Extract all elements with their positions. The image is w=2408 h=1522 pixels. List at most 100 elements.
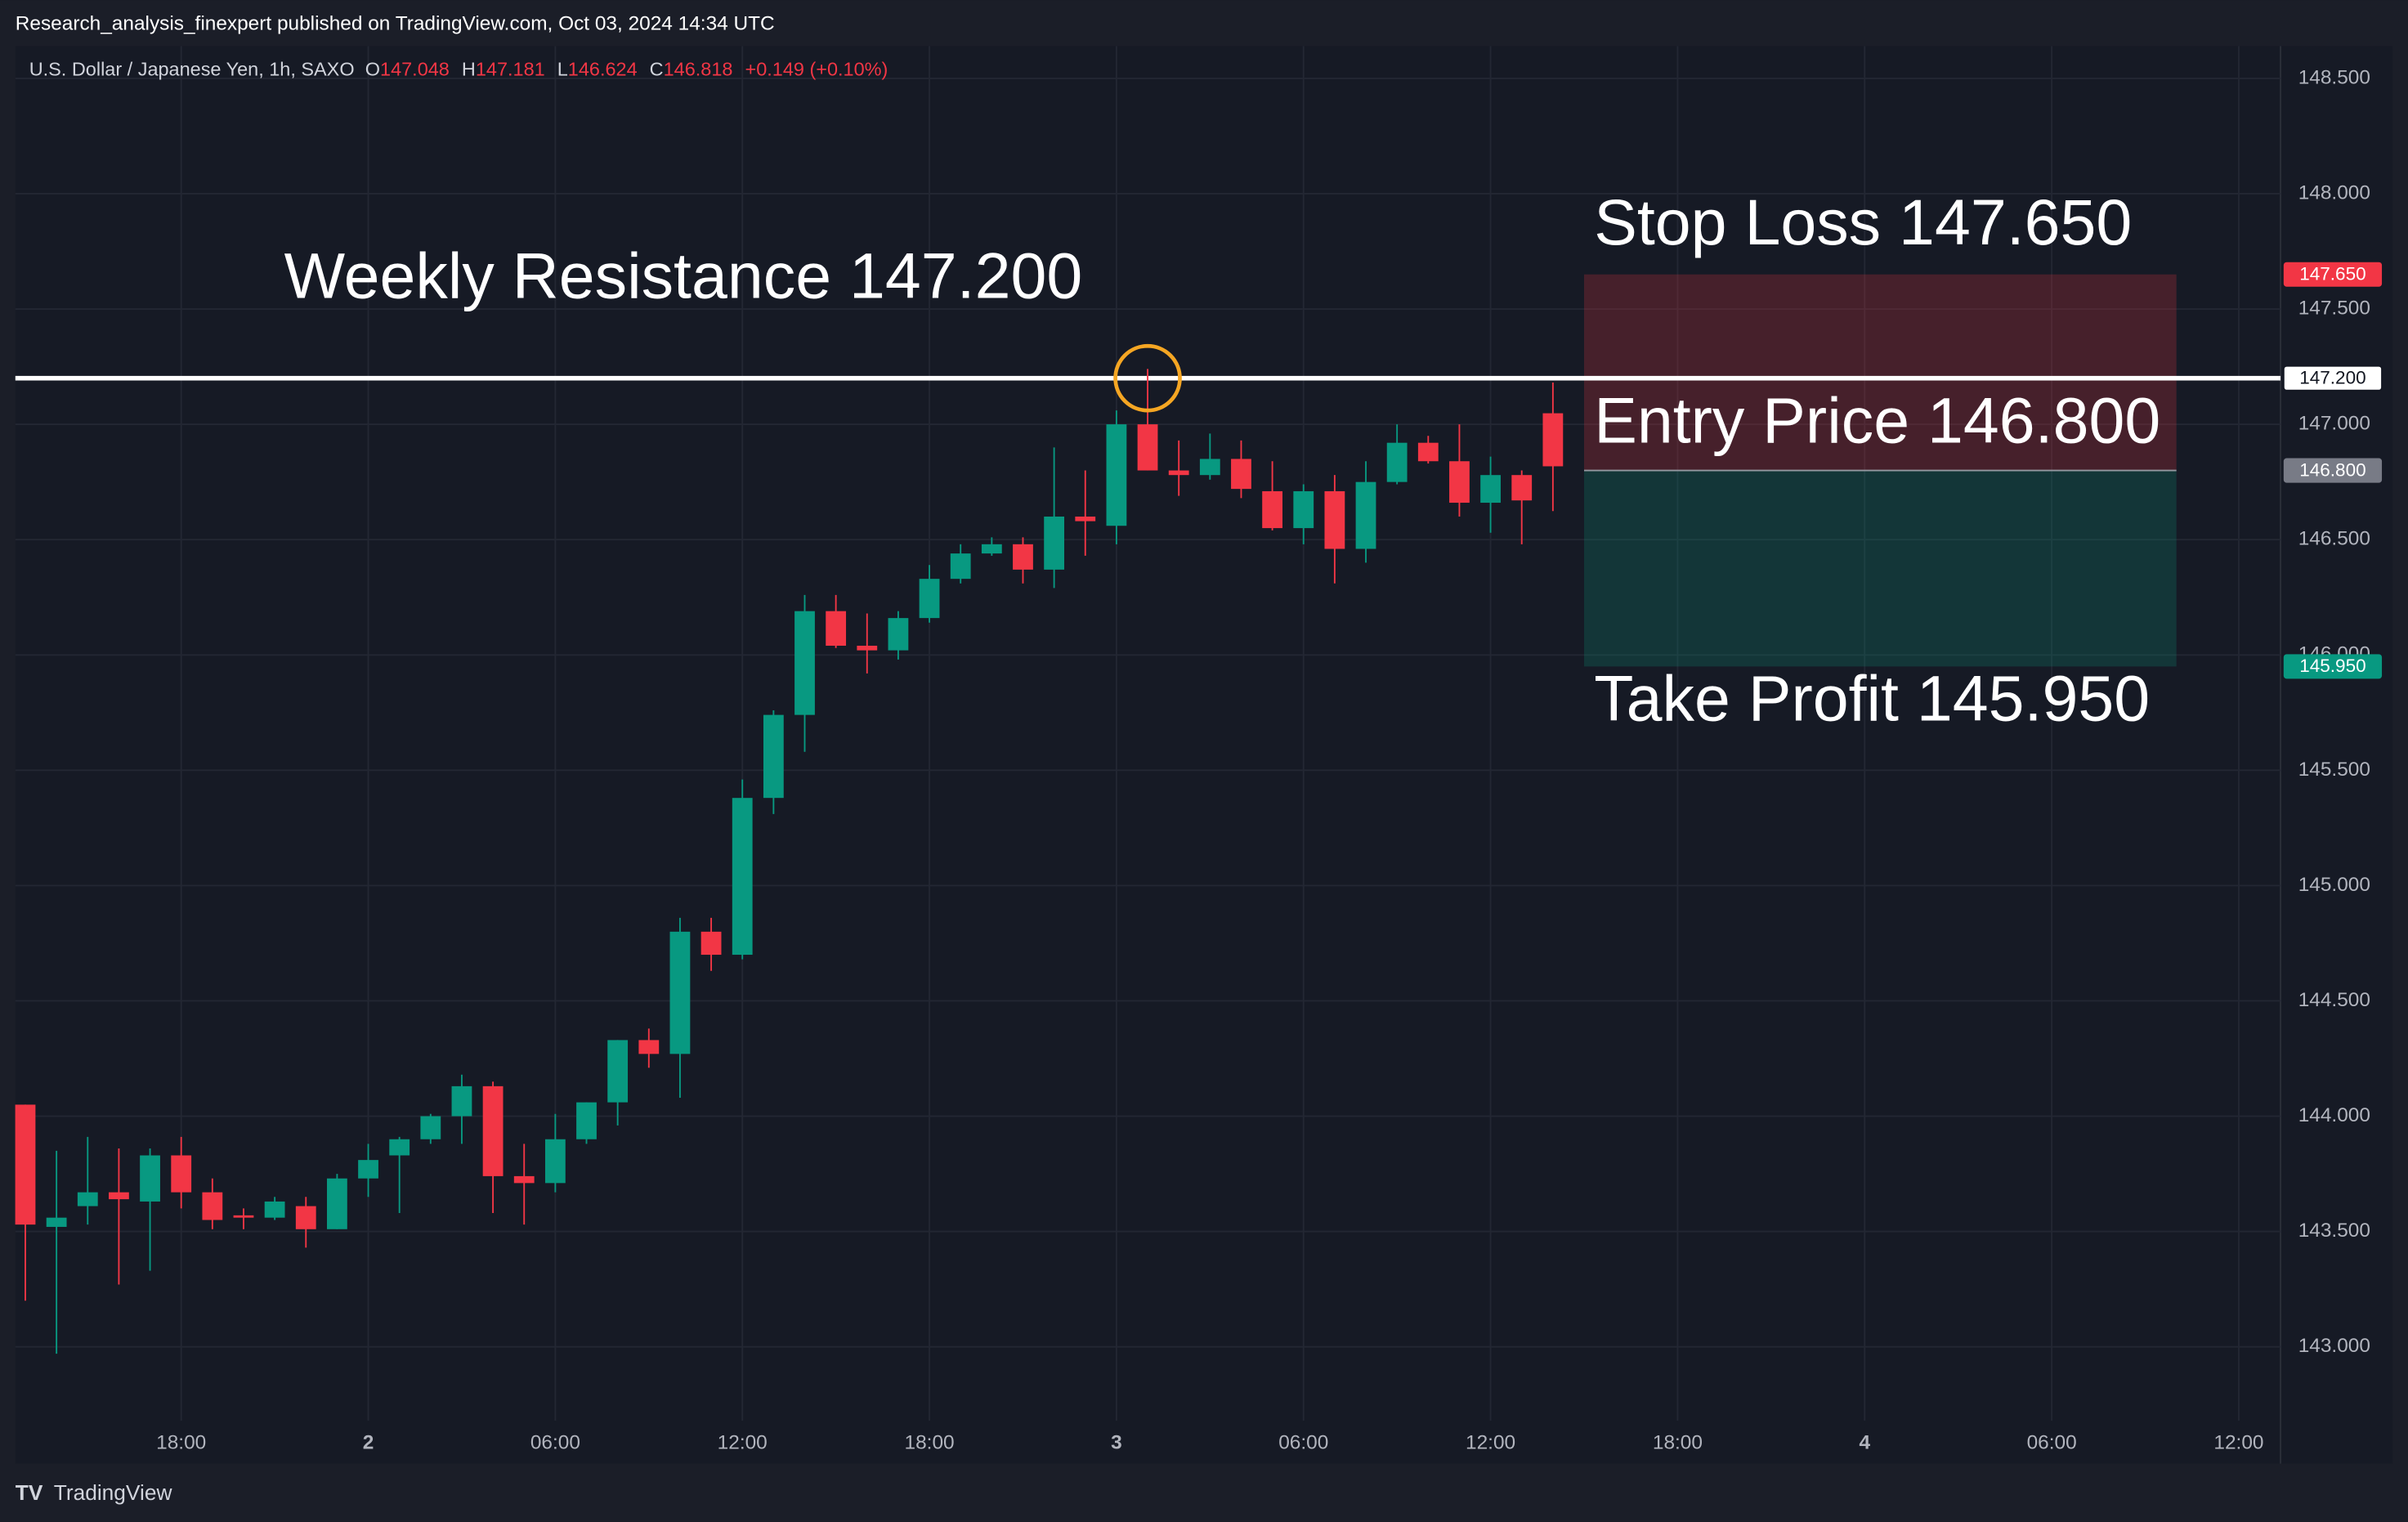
legend-value: 147.181 (476, 59, 545, 80)
candle-body (700, 931, 722, 956)
candle-body (669, 931, 691, 1054)
candle-body (826, 611, 847, 646)
candle-body (1386, 442, 1408, 482)
entry-text: Entry Price 146.800 (1594, 384, 2160, 456)
candle-body (1199, 459, 1220, 476)
price-tag-label: 146.800 (2299, 459, 2365, 480)
candle-body (513, 1175, 535, 1184)
candle-body (295, 1206, 316, 1229)
pane (15, 46, 2393, 1464)
candle-body (233, 1215, 254, 1218)
x-tick-label: 12:00 (2213, 1432, 2263, 1454)
candle-body (607, 1040, 629, 1103)
candle-body (1324, 490, 1345, 549)
candle-body (732, 798, 753, 956)
stop-loss-zone (1584, 274, 2177, 471)
highlight-circle (1113, 343, 1182, 413)
candle-body (888, 618, 909, 651)
candle-body (389, 1139, 410, 1156)
candle-body (358, 1160, 378, 1179)
x-tick-label: 06:00 (1278, 1432, 1328, 1454)
candle-body (981, 544, 1002, 554)
price-tag (2282, 365, 2383, 392)
candle-body (763, 714, 784, 799)
candle-body (15, 1104, 36, 1225)
y-tick-label: 148.000 (2298, 181, 2370, 204)
candle-body (794, 611, 815, 715)
candle-body (857, 645, 878, 651)
price-tag-label: 147.650 (2299, 264, 2365, 284)
candle-body (1511, 475, 1533, 501)
publisher: Research_analysis_finexpert published on… (16, 13, 775, 35)
price-tag (2283, 654, 2383, 679)
candle-body (1106, 424, 1127, 526)
x-tick-label: 4 (1859, 1432, 1870, 1454)
candle-body (140, 1155, 160, 1202)
y-tick-label: 145.500 (2298, 759, 2370, 781)
legend-key: C (650, 59, 664, 80)
take-profit-zone (1584, 470, 2177, 667)
price-tag-label: 147.200 (2299, 368, 2365, 388)
candle-body (950, 553, 971, 580)
candle-body (1231, 459, 1251, 490)
legend-value: 147.048 (380, 59, 450, 80)
resistance-text: Weekly Resistance 147.200 (284, 240, 1083, 312)
candle-body (420, 1116, 441, 1139)
y-tick-label: 146.500 (2298, 528, 2370, 550)
x-tick-label: 12:00 (1466, 1432, 1515, 1454)
y-tick-label: 147.500 (2298, 297, 2370, 319)
x-tick-label: 18:00 (1653, 1432, 1703, 1454)
legend-key: O (365, 59, 380, 80)
price-tag (2283, 458, 2383, 483)
legend: U.S. Dollar / Japanese Yen, 1h, SAXO O147… (29, 59, 888, 80)
legend-change: +0.149 (+0.10%) (745, 59, 888, 80)
price-tag (2283, 262, 2383, 287)
candle-body (1449, 461, 1470, 504)
candle-body (1137, 424, 1158, 471)
x-tick-label: 18:00 (156, 1432, 206, 1454)
legend-key: L (557, 59, 568, 80)
candle-body (77, 1192, 98, 1206)
y-tick-label: 148.500 (2298, 66, 2370, 88)
candle-body (109, 1192, 129, 1200)
candle-body (1013, 544, 1033, 570)
candle-body (326, 1178, 347, 1229)
candle-body (46, 1217, 67, 1227)
candle-body (544, 1139, 566, 1184)
y-tick-label: 143.500 (2298, 1220, 2370, 1242)
candle-body (1075, 516, 1096, 522)
candle-body (1293, 490, 1314, 529)
stop-loss-text: Stop Loss 147.650 (1594, 186, 2132, 258)
take-profit-text: Take Profit 145.950 (1594, 662, 2150, 734)
logo-icon: TV (16, 1480, 43, 1505)
candle-body (264, 1201, 285, 1218)
legend-symbol: U.S. Dollar / Japanese Yen, 1h, SAXO (29, 59, 355, 80)
y-tick-label: 143.000 (2298, 1335, 2370, 1357)
candle-body (1044, 516, 1065, 570)
candle-body (1480, 475, 1501, 504)
x-tick-label: 06:00 (2027, 1432, 2077, 1454)
candle-body (1417, 442, 1439, 462)
x-tick-label: 3 (1111, 1432, 1122, 1454)
candle-body (1262, 490, 1282, 529)
legend-key: H (462, 59, 476, 80)
candle-body (1542, 413, 1564, 467)
x-tick-label: 18:00 (905, 1432, 955, 1454)
x-tick-label: 12:00 (718, 1432, 768, 1454)
x-tick-label: 2 (363, 1432, 374, 1454)
legend-value: 146.818 (664, 59, 733, 80)
candle-body (171, 1155, 192, 1193)
x-tick-label: 06:00 (530, 1432, 580, 1454)
y-tick-label: 144.500 (2298, 989, 2370, 1011)
y-tick-label: 145.000 (2298, 874, 2370, 896)
candle-body (202, 1192, 223, 1220)
candle-body (482, 1086, 504, 1176)
legend-value: 146.624 (568, 59, 638, 80)
logo: TradingView (54, 1480, 173, 1505)
y-tick-label: 144.000 (2298, 1104, 2370, 1126)
y-tick-label: 147.000 (2298, 413, 2370, 435)
candle-body (638, 1040, 660, 1054)
price-tag-label: 145.950 (2299, 656, 2365, 676)
